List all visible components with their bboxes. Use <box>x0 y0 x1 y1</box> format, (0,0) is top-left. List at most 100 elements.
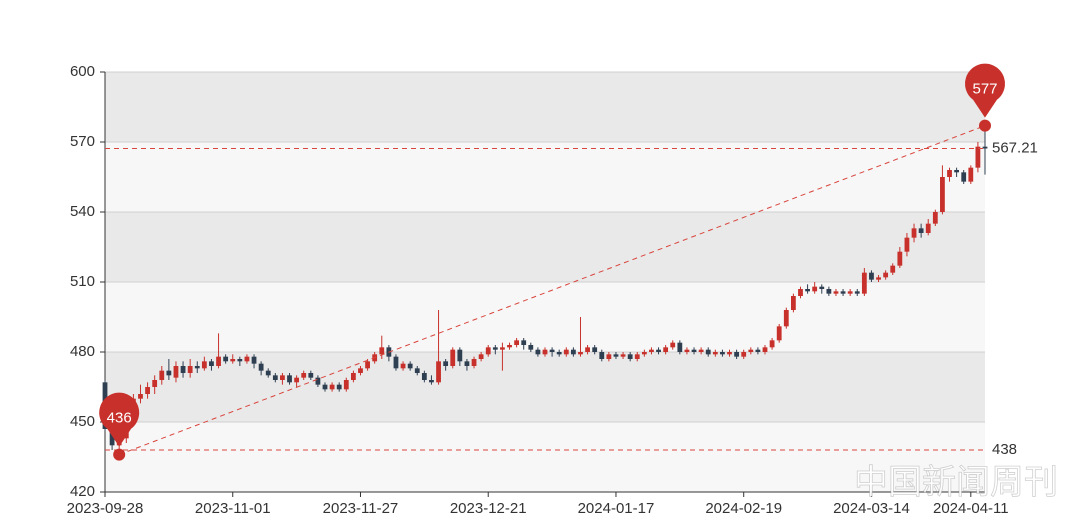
candle-body <box>244 356 250 362</box>
candle-body <box>940 177 945 212</box>
candle-body <box>180 366 186 373</box>
candle-body <box>358 368 363 373</box>
candle-body <box>528 345 534 350</box>
candle-body <box>563 349 569 355</box>
mark-point <box>113 448 126 461</box>
candle-body <box>301 373 307 378</box>
candle-body <box>230 359 236 362</box>
candle-body <box>712 352 718 355</box>
candle-body <box>883 272 889 278</box>
candle-body <box>670 342 676 348</box>
candle-body <box>748 349 754 352</box>
candle-body <box>492 347 498 350</box>
candle-body <box>272 375 278 380</box>
candle-body <box>975 146 981 168</box>
candle-body <box>578 352 583 355</box>
x-tick-label: 2024-04-11 <box>933 500 1009 517</box>
candle-body <box>535 349 541 355</box>
candle-body <box>854 291 860 294</box>
candle-body <box>890 265 896 273</box>
candle-body <box>911 228 917 238</box>
candle-body <box>322 384 328 390</box>
mark-pin-label: 436 <box>107 410 132 427</box>
candle-body <box>336 384 342 390</box>
candle-body <box>450 349 456 366</box>
candle-body <box>187 366 193 373</box>
candle-body <box>947 170 952 177</box>
candle-body <box>812 286 818 292</box>
candle-body <box>925 223 931 233</box>
candle-body <box>833 291 839 294</box>
candle-body <box>641 352 647 355</box>
x-tick-label: 2023-09-28 <box>67 500 144 517</box>
candle-body <box>414 368 420 373</box>
y-tick-label: 570 <box>70 133 95 150</box>
x-tick-label: 2024-03-14 <box>833 500 910 517</box>
candle-body <box>258 363 264 371</box>
candle-body <box>634 354 640 359</box>
candle-body <box>542 349 548 355</box>
candle-body <box>968 167 974 182</box>
mark-pin-label: 577 <box>972 81 997 98</box>
candle-body <box>421 373 427 380</box>
candle-body <box>308 373 314 378</box>
candle-body <box>400 363 406 369</box>
candle-body <box>464 361 470 366</box>
candle-body <box>407 363 413 369</box>
candle-body <box>769 340 775 348</box>
candle-body <box>613 354 619 357</box>
candle-body <box>514 340 520 345</box>
watermark: 中国新闻周刊 <box>854 463 1058 503</box>
candle-body <box>251 356 257 364</box>
mark-line-label: 567.21 <box>992 139 1038 156</box>
candle-body <box>223 356 229 362</box>
candle-body <box>869 272 874 280</box>
y-tick-label: 420 <box>70 483 95 500</box>
candle-body <box>656 349 661 352</box>
candle-body <box>783 310 789 327</box>
candle-body <box>932 212 938 224</box>
candle-body <box>734 352 740 357</box>
candle-body <box>109 429 115 446</box>
candle-body <box>166 370 172 376</box>
y-tick-label: 450 <box>70 413 95 430</box>
candle-body <box>521 340 527 345</box>
candle-body <box>216 356 221 366</box>
candle-body <box>138 394 143 399</box>
candle-body <box>826 289 832 294</box>
candle-body <box>152 380 158 387</box>
candle-body <box>507 345 512 348</box>
candle-body <box>237 359 243 362</box>
trend-line <box>119 125 986 456</box>
candle-body <box>663 347 669 352</box>
candle-body <box>982 146 988 149</box>
candle-body <box>606 354 612 359</box>
y-tick-label: 600 <box>70 63 95 80</box>
candle-body <box>677 342 683 352</box>
candle-body <box>649 349 654 352</box>
candle-body <box>429 380 434 383</box>
candle-body <box>294 377 300 383</box>
candle-body <box>436 361 441 383</box>
candle-body <box>457 349 463 362</box>
candle-body <box>599 352 605 359</box>
mark-pin <box>99 392 140 447</box>
candle-body <box>585 347 590 352</box>
candle-body <box>500 347 505 350</box>
band <box>105 422 985 492</box>
candle-body <box>918 228 924 233</box>
candle-body <box>194 366 200 369</box>
candle-body <box>762 347 768 352</box>
candle-body <box>805 289 810 292</box>
band <box>105 72 985 142</box>
candle-body <box>329 384 335 390</box>
candle-body <box>684 349 690 352</box>
candle-body <box>556 352 562 355</box>
x-tick-label: 2023-11-27 <box>323 500 399 517</box>
y-tick-label: 480 <box>70 343 95 360</box>
candle-body <box>280 375 285 380</box>
candle-body <box>741 352 747 357</box>
candle-body <box>350 373 356 380</box>
y-tick-label: 510 <box>70 273 95 290</box>
